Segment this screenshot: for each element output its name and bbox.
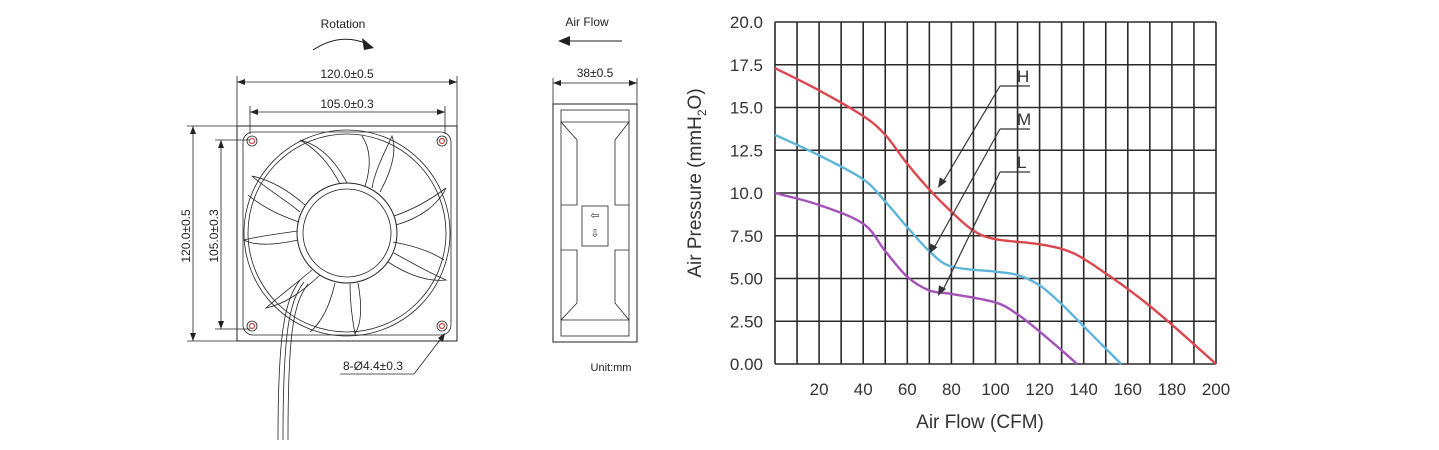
chart-series-labels: H M L [929, 67, 1031, 296]
x-tick-label: 40 [854, 380, 873, 399]
series-line-m [774, 133, 1123, 365]
chart-y-ticks: 0.00 2.50 5.00 7.50 10.0 12.5 15.0 17.5 20.0 [730, 13, 763, 374]
side-label-box [581, 205, 609, 247]
series-leader-h [942, 85, 1001, 183]
series-label-m: M [1017, 110, 1031, 129]
side-arrow-down-icon: ⇩ [590, 228, 599, 240]
side-upper-channel [560, 121, 630, 206]
series-line-h [774, 67, 1217, 365]
depth-label: 38±0.5 [577, 66, 614, 80]
mounting-holes [246, 135, 448, 332]
x-tick-label: 20 [810, 380, 829, 399]
series-arrowhead-h [938, 177, 947, 188]
front-view-drawing: Rotation 120.0±0.5 105.0±0.3 120.0±0.5 1… [179, 17, 458, 441]
series-leader-m [933, 128, 1001, 249]
y-tick-label: 20.0 [730, 13, 763, 32]
chart-grid [774, 21, 1217, 365]
fan-hub [296, 182, 398, 284]
y-tick-label: 12.5 [730, 141, 763, 160]
hole-spec-leader [413, 335, 444, 375]
rotation-arrowhead-icon [362, 38, 374, 50]
series-label-l: L [1017, 153, 1026, 172]
series-arrowhead-m [929, 243, 938, 254]
x-axis-label: Air Flow (CFM) [916, 412, 1044, 433]
fan-blades [242, 134, 448, 336]
chart-x-ticks: 20 40 60 80 100 120 140 160 180 200 [810, 380, 1231, 399]
rotation-arrow-icon [312, 38, 369, 51]
fan-frame [236, 125, 458, 342]
x-tick-label: 120 [1025, 380, 1053, 399]
side-frame [552, 103, 638, 343]
width-inner-label: 105.0±0.3 [320, 97, 374, 111]
x-tick-label: 200 [1202, 380, 1230, 399]
y-tick-label: 5.00 [730, 270, 763, 289]
series-arrowhead-l [938, 285, 947, 296]
width-outer-label: 120.0±0.5 [320, 67, 374, 81]
y-tick-label: 10.0 [730, 184, 763, 203]
y-tick-label: 17.5 [730, 56, 763, 75]
fan-venturi [243, 129, 451, 337]
y-tick-label: 7.50 [730, 227, 763, 246]
fan-frame-inner [242, 131, 452, 336]
height-inner-label: 105.0±0.3 [207, 209, 221, 263]
height-outer-label: 120.0±0.5 [179, 209, 193, 263]
y-tick-label: 15.0 [730, 99, 763, 118]
performance-chart: 0.00 2.50 5.00 7.50 10.0 12.5 15.0 17.5 20.0 20 4… [685, 13, 1230, 433]
y-tick-label: 2.50 [730, 312, 763, 331]
side-view-drawing: Air Flow 38±0.5 ⇦ ⇩ Unit:mm [552, 15, 638, 374]
y-tick-label: 0.00 [730, 355, 763, 374]
hole-spec-label: 8-Ø4.4±0.3 [343, 359, 403, 373]
airflow-arrowhead-icon [558, 36, 570, 46]
airflow-label: Air Flow [565, 15, 609, 29]
x-tick-label: 180 [1158, 380, 1186, 399]
series-label-h: H [1017, 67, 1029, 86]
side-lower-channel [560, 249, 630, 321]
x-tick-label: 160 [1114, 380, 1142, 399]
x-tick-label: 80 [942, 380, 961, 399]
side-arrow-left-icon: ⇦ [590, 210, 599, 222]
x-tick-label: 140 [1070, 380, 1098, 399]
y-axis-label: Air Pressure (mmH2O) [685, 88, 709, 277]
x-tick-label: 100 [981, 380, 1009, 399]
x-tick-label: 60 [898, 380, 917, 399]
unit-label: Unit:mm [591, 362, 632, 374]
rotation-label: Rotation [321, 17, 366, 31]
fan-wires [277, 279, 309, 441]
series-leader-l [942, 171, 1001, 291]
